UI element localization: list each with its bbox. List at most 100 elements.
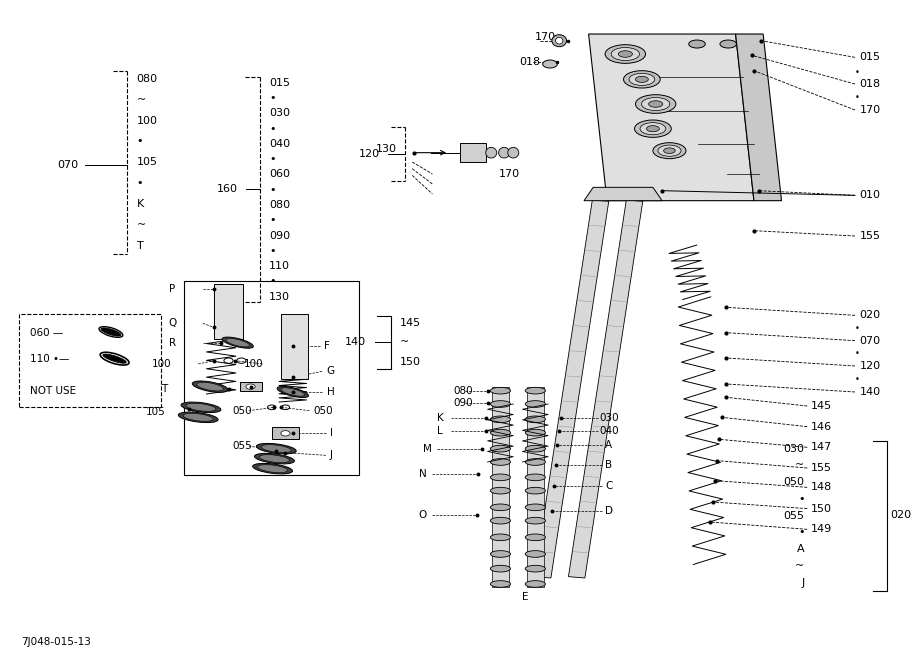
Ellipse shape bbox=[253, 464, 292, 474]
Text: 120: 120 bbox=[858, 361, 879, 371]
Text: ~: ~ bbox=[794, 561, 803, 571]
Text: H: H bbox=[326, 387, 335, 397]
Polygon shape bbox=[568, 200, 642, 578]
Ellipse shape bbox=[663, 148, 675, 154]
Text: E: E bbox=[521, 593, 528, 603]
Text: •: • bbox=[854, 67, 859, 77]
Ellipse shape bbox=[641, 98, 669, 110]
Text: G: G bbox=[326, 366, 335, 376]
Text: 147: 147 bbox=[810, 442, 832, 452]
Ellipse shape bbox=[542, 60, 557, 68]
Text: 140: 140 bbox=[345, 337, 366, 347]
Ellipse shape bbox=[490, 446, 510, 452]
Ellipse shape bbox=[192, 381, 228, 392]
Ellipse shape bbox=[255, 454, 294, 464]
Text: 018: 018 bbox=[519, 57, 540, 67]
Text: T: T bbox=[161, 383, 167, 393]
Ellipse shape bbox=[186, 403, 216, 411]
Ellipse shape bbox=[605, 45, 645, 63]
Text: C: C bbox=[605, 481, 612, 491]
Text: ~: ~ bbox=[137, 95, 146, 105]
Text: 070: 070 bbox=[858, 335, 879, 345]
Text: 150: 150 bbox=[400, 357, 421, 367]
Text: P: P bbox=[168, 285, 175, 295]
Text: A: A bbox=[796, 544, 803, 554]
Ellipse shape bbox=[280, 431, 289, 436]
Text: N: N bbox=[418, 469, 425, 479]
Ellipse shape bbox=[490, 416, 510, 423]
Text: 140: 140 bbox=[858, 387, 879, 397]
Ellipse shape bbox=[525, 534, 545, 540]
Ellipse shape bbox=[490, 474, 510, 481]
Ellipse shape bbox=[525, 416, 545, 423]
Ellipse shape bbox=[226, 339, 249, 347]
Text: Q: Q bbox=[168, 319, 176, 329]
Ellipse shape bbox=[490, 534, 510, 540]
Text: 080: 080 bbox=[268, 200, 289, 210]
Text: 018: 018 bbox=[858, 79, 879, 89]
Ellipse shape bbox=[688, 40, 705, 48]
Ellipse shape bbox=[629, 73, 654, 86]
Text: K: K bbox=[437, 413, 443, 423]
Text: 149: 149 bbox=[810, 524, 832, 534]
Text: I: I bbox=[329, 428, 332, 438]
Polygon shape bbox=[239, 382, 262, 391]
Ellipse shape bbox=[103, 354, 126, 363]
Ellipse shape bbox=[490, 488, 510, 494]
Ellipse shape bbox=[525, 580, 545, 587]
Text: •: • bbox=[268, 246, 275, 256]
Text: ~: ~ bbox=[794, 460, 803, 470]
Text: B: B bbox=[605, 460, 612, 470]
Text: NOT USE: NOT USE bbox=[30, 385, 76, 395]
Text: J: J bbox=[329, 450, 332, 460]
Ellipse shape bbox=[525, 488, 545, 494]
Polygon shape bbox=[588, 34, 754, 200]
Text: 148: 148 bbox=[810, 482, 832, 492]
Ellipse shape bbox=[635, 95, 675, 114]
Text: •: • bbox=[268, 215, 275, 225]
Text: S: S bbox=[246, 382, 254, 392]
Text: 145: 145 bbox=[400, 318, 421, 328]
Ellipse shape bbox=[490, 459, 510, 466]
Ellipse shape bbox=[646, 126, 659, 132]
Text: •: • bbox=[268, 93, 275, 103]
Text: 060 —: 060 — bbox=[30, 328, 63, 337]
Ellipse shape bbox=[197, 382, 223, 391]
Ellipse shape bbox=[720, 40, 736, 48]
Ellipse shape bbox=[221, 337, 253, 348]
Polygon shape bbox=[584, 187, 662, 200]
Text: •: • bbox=[797, 494, 803, 504]
Text: 055: 055 bbox=[783, 510, 803, 520]
Ellipse shape bbox=[261, 445, 291, 453]
Text: R: R bbox=[168, 337, 176, 347]
Ellipse shape bbox=[259, 455, 289, 463]
Text: 060: 060 bbox=[268, 170, 289, 180]
Ellipse shape bbox=[525, 517, 545, 524]
Text: 050: 050 bbox=[783, 477, 803, 487]
Text: L: L bbox=[437, 426, 442, 436]
Text: •: • bbox=[137, 178, 143, 188]
Ellipse shape bbox=[555, 37, 562, 44]
Text: 110 •—: 110 •— bbox=[30, 354, 70, 364]
Ellipse shape bbox=[623, 71, 660, 88]
Ellipse shape bbox=[551, 35, 566, 47]
Text: 170: 170 bbox=[498, 169, 519, 179]
Polygon shape bbox=[534, 200, 608, 578]
Text: 080: 080 bbox=[137, 73, 157, 84]
Ellipse shape bbox=[525, 504, 545, 510]
Ellipse shape bbox=[640, 123, 665, 135]
Text: 155: 155 bbox=[810, 463, 831, 473]
Text: 030: 030 bbox=[783, 444, 803, 454]
Text: ~: ~ bbox=[400, 337, 409, 347]
Text: •: • bbox=[854, 349, 859, 359]
Text: M: M bbox=[423, 444, 432, 454]
Text: •: • bbox=[268, 277, 275, 287]
Bar bbox=[492, 387, 508, 587]
Text: 145: 145 bbox=[810, 401, 831, 411]
Ellipse shape bbox=[277, 386, 308, 397]
Ellipse shape bbox=[245, 384, 255, 389]
Text: 080: 080 bbox=[453, 385, 472, 395]
Text: 090: 090 bbox=[453, 398, 472, 408]
Ellipse shape bbox=[525, 459, 545, 466]
Text: 110: 110 bbox=[268, 261, 289, 271]
